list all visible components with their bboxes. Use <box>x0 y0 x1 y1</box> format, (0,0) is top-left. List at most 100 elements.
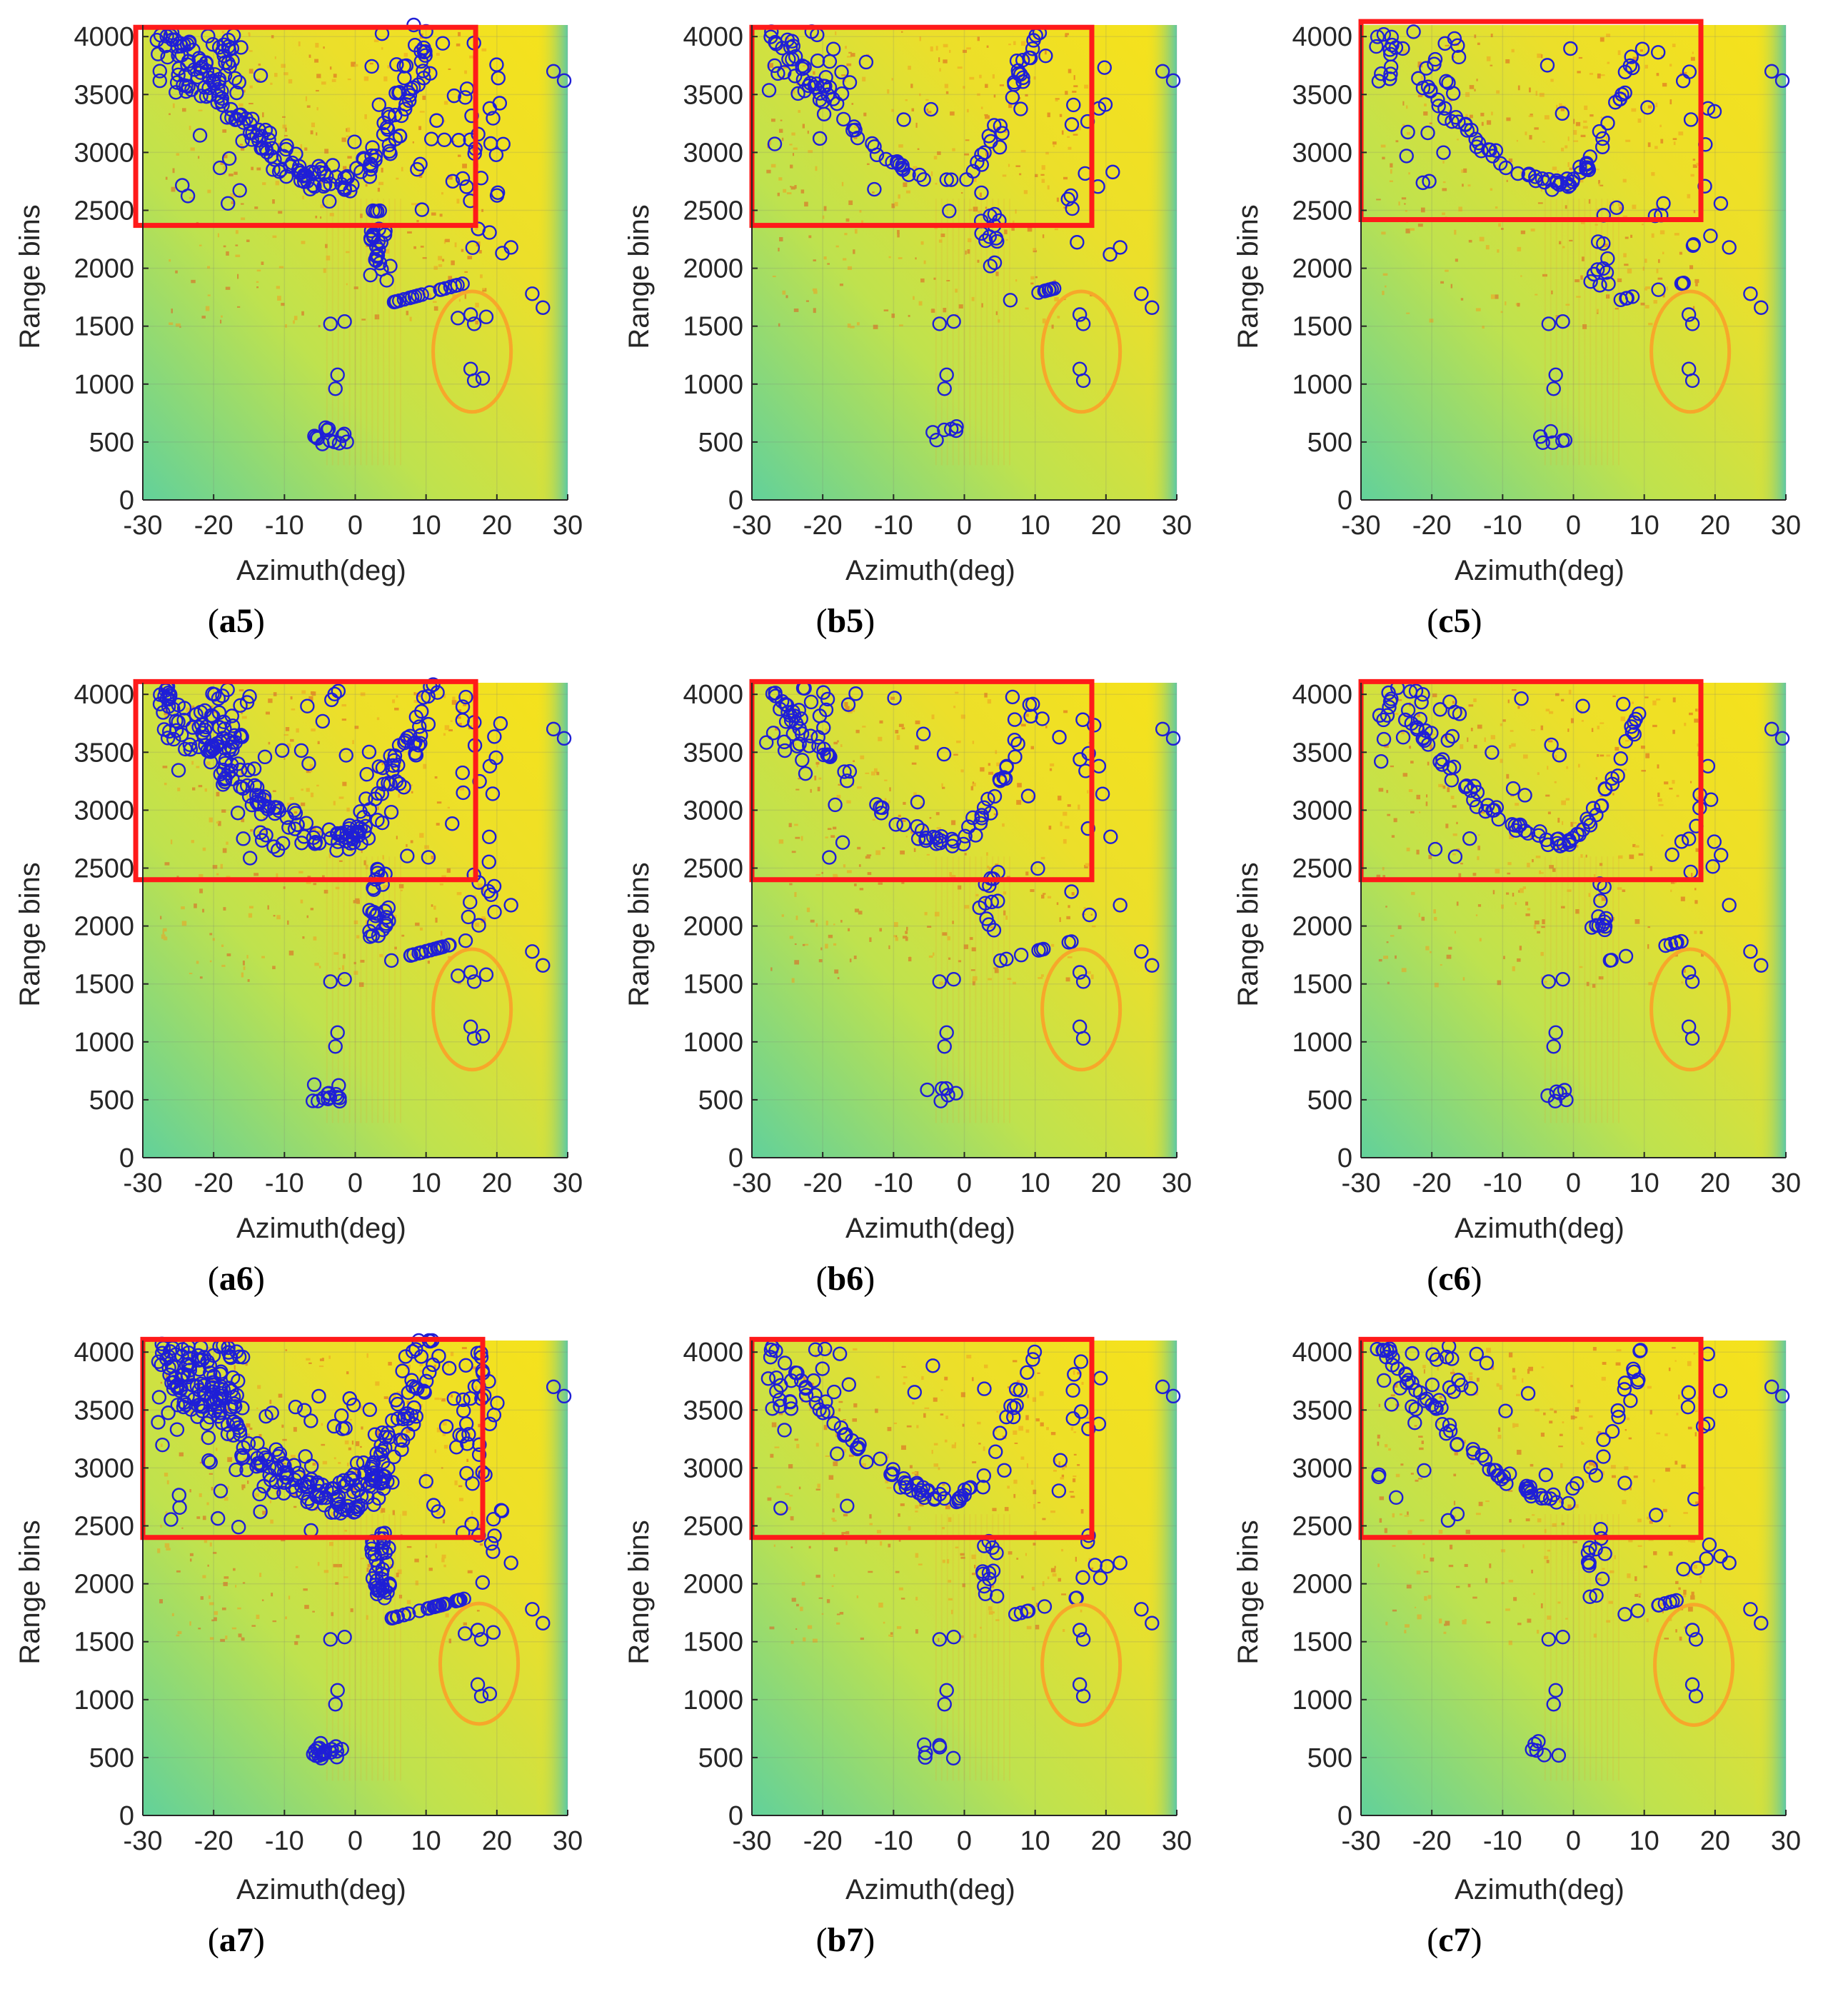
roi-box <box>133 678 478 883</box>
clutter-speck <box>1041 894 1045 899</box>
detection-point <box>981 1533 996 1549</box>
clutter-speck <box>920 802 923 807</box>
clutter-speck <box>363 860 366 866</box>
clutter-speck <box>1456 821 1458 825</box>
detection-point <box>485 786 501 801</box>
detection-point <box>235 1350 251 1365</box>
clutter-speck <box>1071 892 1075 896</box>
detection-point <box>1627 726 1642 742</box>
clutter-speck <box>1515 1393 1520 1396</box>
clutter-speck <box>887 1427 892 1431</box>
clutter-speck <box>301 788 303 791</box>
clutter-speck <box>948 1598 953 1601</box>
clutter-speck <box>1090 1543 1093 1548</box>
clutter-speck <box>789 936 793 939</box>
clutter-speck <box>333 74 337 78</box>
clutter-speck <box>1647 944 1649 949</box>
clutter-speck <box>272 790 276 793</box>
heatmap-edge <box>1754 683 1786 1158</box>
clutter-speck <box>1682 1388 1685 1392</box>
clutter-speck <box>257 831 261 833</box>
clutter-speck <box>344 1440 349 1445</box>
clutter-speck <box>278 142 281 146</box>
clutter-speck <box>229 174 233 176</box>
detection-point <box>988 231 1004 246</box>
detection-point <box>777 1356 793 1371</box>
clutter-speck <box>910 831 915 834</box>
clutter-speck <box>198 156 200 159</box>
clutter-speck <box>944 1376 948 1381</box>
clutter-speck <box>986 45 989 48</box>
clutter-speck <box>919 36 921 41</box>
detection-point <box>466 373 482 389</box>
detection-point <box>1399 149 1414 164</box>
clutter-speck <box>341 703 347 707</box>
clutter-speck <box>821 1532 825 1535</box>
detection-point <box>287 821 303 836</box>
clutter-speck <box>1463 168 1467 173</box>
clutter-speck <box>1030 282 1034 285</box>
y-axis-label: Range bins <box>14 1520 46 1664</box>
clutter-speck <box>1474 744 1477 748</box>
clutter-speck <box>478 1524 482 1529</box>
clutter-speck <box>1561 1522 1565 1525</box>
clutter-speck <box>1415 1606 1417 1608</box>
clutter-speck <box>1408 746 1412 749</box>
y-tick-label: 1500 <box>74 1628 134 1658</box>
clutter-speck <box>1091 1567 1094 1570</box>
clutter-speck <box>1033 1489 1037 1495</box>
clutter-speck <box>1390 698 1393 702</box>
detection-point <box>323 316 338 331</box>
clutter-speck <box>1469 1376 1473 1381</box>
clutter-speck <box>1693 1565 1697 1569</box>
panel-label: (c5) <box>1427 602 1482 640</box>
detection-point <box>977 1381 992 1396</box>
clutter-speck <box>815 761 820 765</box>
detection-point <box>1555 433 1570 449</box>
clutter-speck <box>948 1580 952 1583</box>
detection-point <box>396 1411 411 1427</box>
detection-point <box>466 974 482 989</box>
panel-b5: -30 -20 -10 0 10 20 30050010001500200025003000… <box>623 22 1192 640</box>
clutter-speck <box>1541 1366 1545 1368</box>
clutter-speck <box>1018 97 1021 100</box>
clutter-speck <box>1073 1478 1076 1483</box>
clutter-speck <box>1662 83 1667 87</box>
clutter-speck <box>790 1640 794 1644</box>
clutter-speck <box>211 1619 215 1622</box>
clutter-speck <box>926 853 930 856</box>
detection-point <box>258 122 273 138</box>
clutter-speck <box>845 1530 850 1535</box>
detection-point <box>276 1456 291 1471</box>
clutter-speck <box>853 136 858 139</box>
detection-point <box>487 729 502 744</box>
detection-point <box>262 1468 277 1483</box>
clutter-speck <box>1646 1618 1649 1623</box>
clutter-speck <box>1614 1555 1616 1560</box>
clutter-speck <box>282 1438 287 1441</box>
clutter-speck <box>1622 215 1628 219</box>
clutter-speck <box>164 712 169 716</box>
detection-point <box>333 828 348 843</box>
clutter-speck <box>1065 33 1069 36</box>
clutter-speck <box>202 847 206 851</box>
clutter-speck <box>190 147 195 151</box>
clutter-speck <box>1683 71 1687 74</box>
clutter-speck <box>933 1463 938 1467</box>
clutter-speck <box>958 304 963 309</box>
clutter-speck <box>1676 794 1679 798</box>
clutter-speck <box>1480 811 1485 814</box>
clutter-speck <box>1378 958 1382 962</box>
detection-point <box>1113 898 1128 913</box>
detection-point <box>1417 733 1432 748</box>
detection-point <box>536 958 551 973</box>
clutter-speck <box>383 885 388 889</box>
clutter-speck <box>1615 307 1619 310</box>
clutter-speck <box>1377 1434 1380 1439</box>
clutter-speck <box>326 255 331 261</box>
clutter-speck <box>767 1497 772 1501</box>
clutter-speck <box>1476 79 1478 81</box>
y-tick-label: 1000 <box>74 370 134 400</box>
clutter-texture <box>1376 34 1703 329</box>
clutter-speck <box>1033 76 1036 80</box>
